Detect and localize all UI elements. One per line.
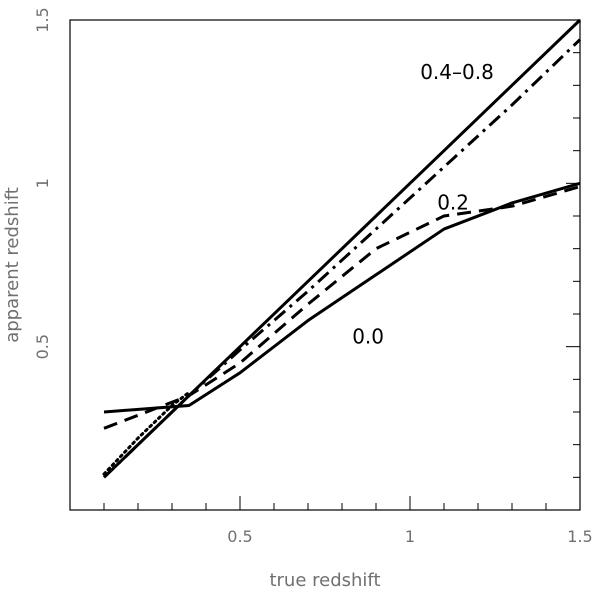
annotations: 0.4–0.8 0.2 0.0 xyxy=(352,60,494,349)
y-tick-label: 1.5 xyxy=(33,7,52,32)
y-axis-title: apparent redshift xyxy=(2,187,23,343)
curve-label: 0.4–0.8 xyxy=(420,60,494,84)
series-line-dashed-3 xyxy=(103,185,581,430)
series-group xyxy=(102,18,582,479)
plot-frame xyxy=(69,19,581,511)
curve-label: 0.2 xyxy=(437,190,469,214)
series-line-dotted-2 xyxy=(102,390,191,476)
tick-labels: 0.5 1 1.5 0.5 1 1.5 xyxy=(33,7,593,546)
series-line-solid-4 xyxy=(103,181,581,414)
curve-label: 0.0 xyxy=(352,324,384,348)
y-tick-label: 1 xyxy=(33,178,52,188)
x-axis-title: true redshift xyxy=(269,570,380,591)
x-tick-label: 0.5 xyxy=(227,527,252,546)
ticks xyxy=(103,19,581,510)
x-tick-label: 1.5 xyxy=(567,527,592,546)
x-tick-label: 1 xyxy=(405,527,415,546)
series-line-dashdot-1 xyxy=(102,38,582,479)
y-tick-label: 0.5 xyxy=(33,334,52,359)
